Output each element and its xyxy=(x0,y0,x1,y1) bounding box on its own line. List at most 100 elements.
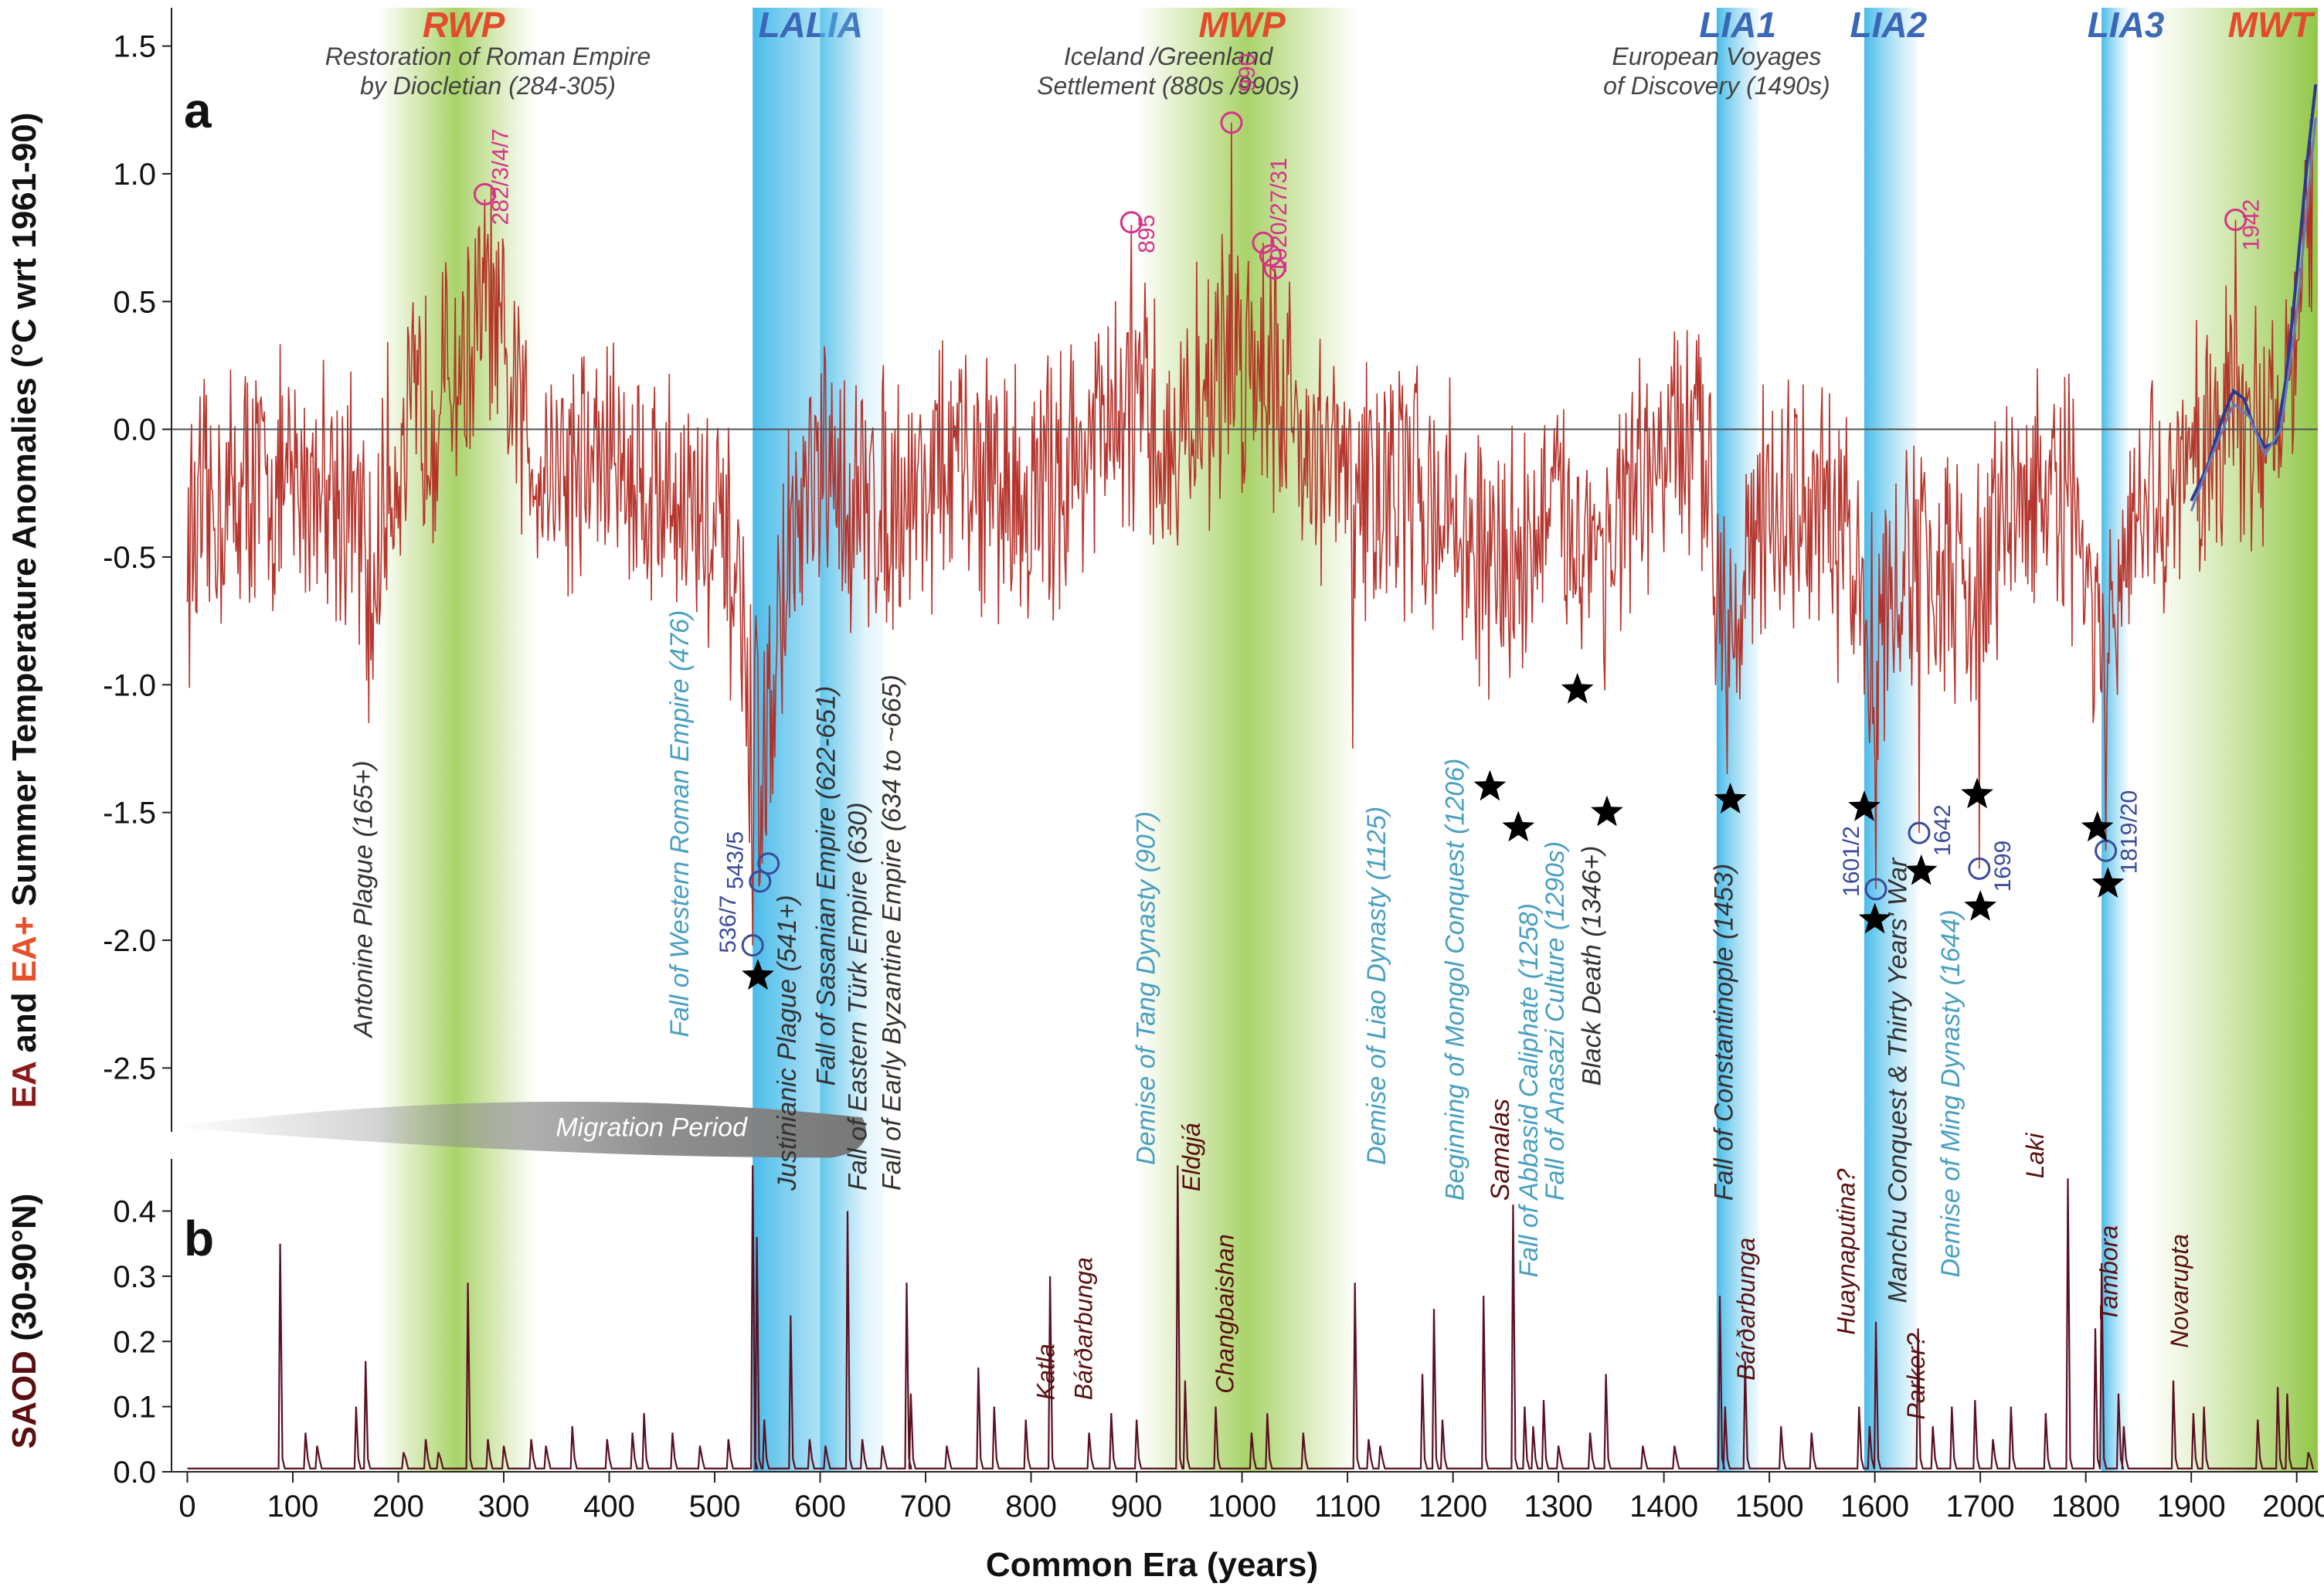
xtick-label: 700 xyxy=(900,1490,952,1524)
event-star xyxy=(2081,810,2114,842)
cold-extreme-marker xyxy=(749,870,772,893)
warm-extreme-marker xyxy=(1259,244,1282,267)
xtick-label: 400 xyxy=(583,1490,635,1524)
event-star xyxy=(1561,672,1594,704)
event-label: Fall of Constantinople (1453) xyxy=(1709,864,1738,1201)
period-band-lia2 xyxy=(1864,8,1918,1472)
event-label: Demise of Liao Dynasty (1125) xyxy=(1362,807,1391,1165)
period-band-lia1 xyxy=(1716,8,1759,1472)
xtick-label: 600 xyxy=(794,1490,846,1524)
period-band-lalia-inner xyxy=(820,8,863,1472)
xtick-label: 1700 xyxy=(1946,1490,2015,1524)
migration-period-shape xyxy=(172,1102,867,1158)
period-subtitle: of Discovery (1490s) xyxy=(1603,72,1830,100)
xtick-label: 1100 xyxy=(1314,1490,1381,1524)
volcano-label: Parker? xyxy=(1902,1333,1930,1419)
xtick-label: 200 xyxy=(372,1490,424,1524)
volcano-label: Katla xyxy=(1032,1344,1060,1400)
panel-a-y-title-part: EA+ xyxy=(5,916,43,983)
cold-extreme-marker xyxy=(741,934,764,957)
ea-temperature-series xyxy=(186,119,2313,946)
cold-extreme-marker xyxy=(1908,821,1931,844)
event-label: Samalas xyxy=(1486,1099,1515,1201)
ea-plus-smooth-curve xyxy=(2190,83,2318,502)
xtick-label: 1300 xyxy=(1524,1490,1593,1524)
event-label: Fall of Abbasid Caliphate (1258) xyxy=(1514,903,1544,1277)
xtick-label: 1600 xyxy=(1840,1490,1909,1524)
volcano-label: Laki xyxy=(2021,1133,2049,1179)
axes: 1.5 1.0 0.5 0.0 -0.5 -1.0 -1.5 -2.0 -2.5 0.0 0.1 0.… xyxy=(5,8,2324,1584)
period-subtitle: by Diocletian (284-305) xyxy=(360,72,616,100)
panel-b-ytick-label: 0.1 xyxy=(113,1391,156,1425)
period-subtitle: Iceland /Greenland xyxy=(1064,42,1274,70)
panel-b-ytick-label: 0.2 xyxy=(113,1325,156,1359)
cold-extreme-label: 1699 xyxy=(1990,841,2016,892)
panel-a-ytick-label: 1.0 xyxy=(113,158,156,192)
event-star xyxy=(1848,790,1881,821)
panel-b-y-title: SAOD (30-90°N) xyxy=(5,1194,43,1449)
event-star xyxy=(2091,867,2125,898)
event-label: Demise of Ming Dynasty (1644) xyxy=(1936,909,1966,1277)
panel-b-saod xyxy=(187,1165,2315,1469)
volcano-label: Eldgjá xyxy=(1177,1123,1205,1191)
warm-extreme-marker xyxy=(1120,211,1143,234)
xtick-label: 0 xyxy=(178,1490,195,1524)
panel-b-y-title-part: SAOD xyxy=(5,1350,43,1449)
warm-extreme-marker xyxy=(2224,208,2248,231)
panel-a-ytick-label: 1.5 xyxy=(113,30,156,64)
volcano-label: Bárðarbunga xyxy=(1070,1257,1098,1400)
panel-b-ytick-label: 0.0 xyxy=(113,1456,156,1490)
event-star xyxy=(1858,902,1891,934)
cold-extreme-label: 1601/2 xyxy=(1839,826,1864,897)
panel-a-y-title-part: EA xyxy=(5,1062,43,1108)
period-subtitle: European Voyages xyxy=(1612,42,1821,70)
panel-a-ytick-label: 0.0 xyxy=(113,413,156,447)
event-star xyxy=(1502,810,1535,842)
xtick-label: 900 xyxy=(1111,1490,1163,1524)
warm-extreme-label: 895 xyxy=(1134,215,1160,253)
panel-a-y-title: EA and EA+ Summer Temperature Anomalies … xyxy=(5,113,43,1109)
warm-extreme-label: 1942 xyxy=(2239,199,2265,251)
xtick-label: 1400 xyxy=(1629,1490,1698,1524)
panel-a-ytick-label: -1.0 xyxy=(103,668,156,702)
xtick-label: 1800 xyxy=(2051,1490,2120,1524)
xtick-label: 1500 xyxy=(1735,1490,1804,1524)
event-label: Justinianic Plague (541+) xyxy=(773,895,802,1191)
period-label-mwp: MWP xyxy=(1198,5,1286,45)
event-star xyxy=(1591,795,1623,827)
cold-extreme-label: 1819/20 xyxy=(2117,790,2142,874)
event-star xyxy=(1961,777,1993,809)
panel-a-temperature: 282/3/4/7 895 990 1020/27/31 1942 536/7 543/5 1… xyxy=(172,53,2318,990)
event-label: Fall of Sasanian Empire (622-651) xyxy=(812,686,841,1086)
volcano-label: Tambora xyxy=(2095,1225,2123,1322)
xtick-label: 1200 xyxy=(1419,1490,1487,1524)
panel-a-ytick-label: -1.5 xyxy=(103,797,156,831)
panel-a-ytick-label: 0.5 xyxy=(113,285,156,319)
event-label: Fall of Early Byzantine Empire (634 to ~… xyxy=(877,674,906,1191)
volcano-label: Huaynaputina? xyxy=(1833,1168,1860,1334)
warm-extreme-label: 990 xyxy=(1235,53,1260,92)
warm-extreme-marker xyxy=(1252,231,1275,254)
panel-label-a: a xyxy=(184,83,212,138)
warm-extreme-label: 1020/27/31 xyxy=(1266,158,1292,273)
xtick-label: 1900 xyxy=(2157,1490,2226,1524)
panel-a-ytick-label: -0.5 xyxy=(103,541,156,575)
panel-a-y-title-part: Summer Temperature Anomalies (°C wrt 196… xyxy=(5,113,43,916)
cold-extreme-marker xyxy=(2095,839,2118,862)
event-label: Black Death (1346+) xyxy=(1578,846,1607,1086)
panel-label-b: b xyxy=(184,1211,214,1266)
xtick-label: 1000 xyxy=(1208,1490,1276,1524)
xtick-label: 800 xyxy=(1005,1490,1057,1524)
period-band-lia3 xyxy=(2101,8,2129,1472)
panel-a-y-title-part: and xyxy=(5,983,43,1062)
event-label: Fall of Anasazi Culture (1290s) xyxy=(1541,841,1570,1201)
xtick-label: 300 xyxy=(478,1490,530,1524)
warm-extreme-marker xyxy=(473,182,496,206)
event-star xyxy=(742,959,774,990)
event-star xyxy=(1473,770,1507,801)
panel-b-ytick-label: 0.4 xyxy=(113,1195,156,1229)
event-star xyxy=(1714,783,1747,814)
event-star xyxy=(1964,890,1997,921)
cold-extreme-label: 543/5 xyxy=(723,831,749,889)
